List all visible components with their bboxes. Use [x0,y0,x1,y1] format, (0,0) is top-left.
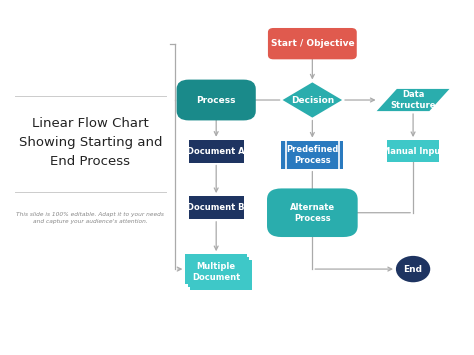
Text: Document A: Document A [187,147,245,155]
Polygon shape [283,82,342,118]
FancyBboxPatch shape [177,80,256,120]
Text: Document B: Document B [187,203,245,212]
Text: Alternate
Process: Alternate Process [290,203,335,223]
Text: Start / Objective: Start / Objective [271,39,354,48]
Bar [185,254,247,284]
Text: Decision: Decision [291,95,334,104]
Bar [387,140,439,162]
Text: End: End [403,264,423,274]
Bar [188,257,249,287]
Text: Linear Flow Chart
Showing Starting and
End Process: Linear Flow Chart Showing Starting and E… [18,117,162,168]
FancyBboxPatch shape [267,189,358,237]
Text: Multiple
Document: Multiple Document [192,262,240,282]
Text: Manual Input: Manual Input [382,147,444,155]
Bar [282,141,343,169]
Text: Predefined
Process: Predefined Process [286,144,338,165]
Bar [190,260,252,290]
Bar [189,140,244,163]
Circle shape [396,256,430,282]
FancyBboxPatch shape [268,28,357,59]
Text: Data
Structure: Data Structure [390,90,436,110]
Polygon shape [377,89,449,111]
Text: This slide is 100% editable. Adapt it to your needs
and capture your audience's : This slide is 100% editable. Adapt it to… [16,212,164,224]
Bar [189,196,244,219]
Text: Process: Process [196,95,236,104]
